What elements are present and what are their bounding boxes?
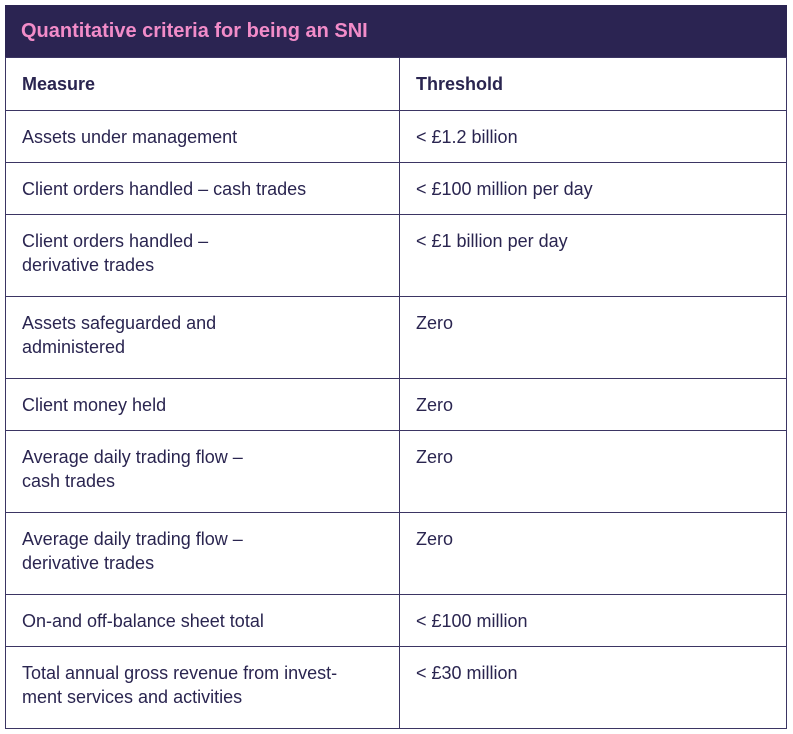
table-cell: < £100 million per day	[399, 162, 787, 215]
table-cell: Assets under management	[5, 110, 400, 163]
table-cell: Average daily trading flow – cash trades	[5, 430, 400, 513]
column-header: Measure	[5, 57, 400, 111]
table-row: Assets safeguarded and administered Zero	[5, 296, 787, 379]
table-cell: Average daily trading flow – derivative …	[5, 512, 400, 595]
table-row: Client orders handled – derivative trade…	[5, 214, 787, 297]
table-cell: Client orders handled – derivative trade…	[5, 214, 400, 297]
table-row: Assets under management < £1.2 billion	[5, 110, 787, 163]
table-cell: Zero	[399, 430, 787, 513]
table-row: On-and off-balance sheet total < £100 mil…	[5, 594, 787, 647]
criteria-table: Measure Threshold Assets under management…	[5, 57, 787, 729]
criteria-panel: Quantitative criteria for being an SNI M…	[5, 5, 787, 729]
table-row: Client orders handled – cash trades < £10…	[5, 162, 787, 215]
table-cell: Total annual gross revenue from invest- …	[5, 646, 400, 729]
table-row: Average daily trading flow – cash trades…	[5, 430, 787, 513]
table-cell: < £1.2 billion	[399, 110, 787, 163]
table-cell: Client money held	[5, 378, 400, 431]
table-cell: < £1 billion per day	[399, 214, 787, 297]
table-cell: < £100 million	[399, 594, 787, 647]
table-cell: Zero	[399, 378, 787, 431]
table-cell: Zero	[399, 296, 787, 379]
table-row: Total annual gross revenue from invest- …	[5, 646, 787, 729]
table-cell: Client orders handled – cash trades	[5, 162, 400, 215]
title: Quantitative criteria for being an SNI	[21, 19, 368, 42]
table-cell: Zero	[399, 512, 787, 595]
header-row: Measure Threshold	[5, 57, 787, 111]
table-row: Client money held Zero	[5, 378, 787, 431]
table-row: Average daily trading flow – derivative …	[5, 512, 787, 595]
table-cell: Assets safeguarded and administered	[5, 296, 400, 379]
title-bar: Quantitative criteria for being an SNI	[5, 5, 787, 57]
table-cell: < £30 million	[399, 646, 787, 729]
column-header: Threshold	[399, 57, 787, 111]
table-cell: On-and off-balance sheet total	[5, 594, 400, 647]
